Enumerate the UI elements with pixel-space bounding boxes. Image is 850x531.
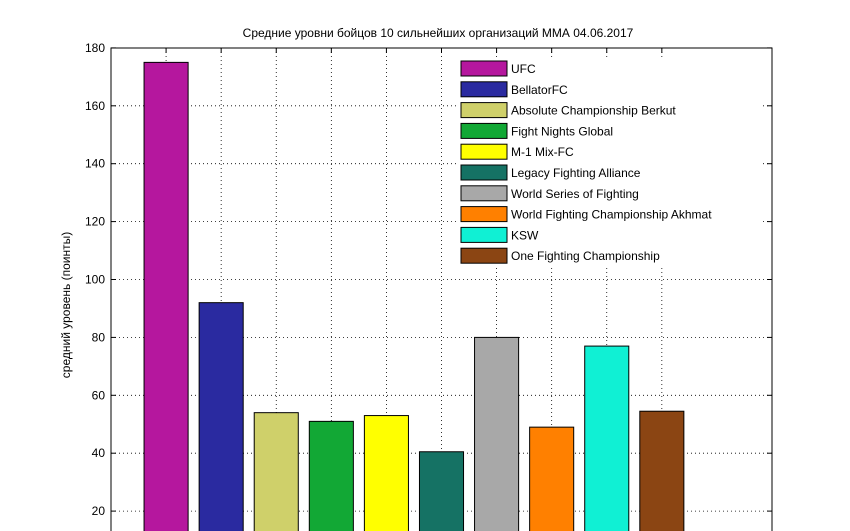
- plot-frame: [110, 47, 773, 531]
- y-tick-label: 80: [92, 330, 106, 344]
- legend-label: World Series of Fighting: [511, 187, 639, 201]
- legend-swatch: [460, 60, 508, 77]
- legend-swatch: [460, 102, 508, 119]
- legend-label: UFC: [511, 62, 536, 76]
- bar: [418, 451, 465, 531]
- legend-swatch: [460, 164, 508, 181]
- legend-swatch: [460, 226, 508, 243]
- y-tick-label: 160: [85, 99, 105, 113]
- legend: UFC BellatorFC Absolute Championship Berku…: [458, 58, 761, 268]
- legend-label: World Fighting Championship Akhmat: [511, 208, 712, 222]
- y-tick-label: 180: [85, 41, 105, 55]
- legend-label: Fight Nights Global: [511, 124, 613, 138]
- bars: [143, 61, 685, 531]
- chart-title: Средние уровни бойцов 10 сильнейших орга…: [243, 26, 634, 40]
- bar: [253, 412, 299, 531]
- legend-label: M-1 Mix-FC: [511, 145, 574, 159]
- legend-label: BellatorFC: [511, 83, 568, 97]
- legend-label: Legacy Fighting Alliance: [511, 166, 641, 180]
- bar: [584, 345, 630, 531]
- bar: [639, 410, 685, 531]
- legend-label: Absolute Championship Berkut: [511, 104, 676, 118]
- legend-background: [458, 58, 761, 268]
- legend-swatch: [460, 143, 508, 160]
- bar: [198, 302, 244, 531]
- y-tick-label: 20: [92, 504, 106, 518]
- y-tick-label: 140: [85, 157, 105, 171]
- y-tick-label: 120: [85, 215, 105, 229]
- legend-swatch: [460, 122, 508, 139]
- legend-swatch: [460, 81, 508, 98]
- bar: [474, 336, 520, 531]
- bar: [308, 420, 354, 531]
- legend-label: One Fighting Championship: [511, 249, 660, 263]
- bar: [143, 61, 189, 531]
- y-tick-label: 40: [92, 446, 106, 460]
- bar: [363, 415, 409, 531]
- bar: [529, 426, 575, 531]
- y-tick-label: 100: [85, 273, 105, 287]
- y-axis-label: средний уровень (поинты): [59, 232, 73, 378]
- legend-label: KSW: [511, 228, 539, 242]
- axes: 20 40 60 80 100 120 140 160 180: [85, 41, 773, 531]
- legend-swatch: [460, 206, 508, 223]
- legend-swatch: [460, 247, 508, 264]
- y-tick-label: 60: [92, 388, 106, 402]
- legend-swatch: [460, 185, 508, 202]
